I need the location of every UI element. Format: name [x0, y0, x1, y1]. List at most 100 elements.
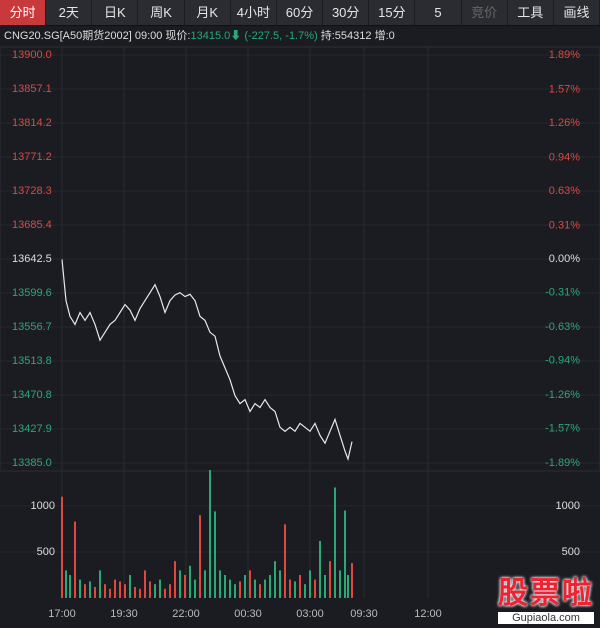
volume-bar [139, 588, 141, 598]
volume-bar [214, 511, 216, 598]
y-tick-label: 500 [37, 546, 55, 558]
y-tick-label: 13685.4 [12, 219, 52, 231]
volume-bar [119, 581, 121, 598]
x-tick-label: 00:30 [234, 608, 262, 620]
y-tick-label: 13385.0 [12, 457, 52, 469]
chart: 13900.0 13857.1 13814.2 13771.2 13728.3 13685… [0, 46, 600, 620]
volume-bar [254, 579, 256, 598]
y-tick-label: 13556.7 [12, 321, 52, 333]
toolbar: 分时 2天 日K 周K 月K 4小时 60分 30分 15分 5 竞价 工具 画线 [0, 0, 600, 26]
volume-bar [199, 515, 201, 598]
tab[interactable]: 30分 [323, 0, 370, 25]
y-tick-label: 13470.8 [12, 389, 52, 401]
volume-bar [314, 579, 316, 598]
volume-bar [249, 570, 251, 598]
volume-bar [259, 584, 261, 598]
y2-tick-label: 1.57% [549, 83, 580, 95]
volume-bar [179, 570, 181, 598]
y-tick-label: 13427.9 [12, 423, 52, 435]
plot-frame [0, 46, 600, 472]
tab[interactable]: 60分 [277, 0, 324, 25]
volume-bar [324, 574, 326, 598]
volume-bar [89, 581, 91, 598]
volume-bar [74, 521, 76, 598]
price: 13415.0 [190, 30, 231, 42]
y2-tick-label: -1.89% [545, 457, 580, 469]
volume-bar [189, 565, 191, 598]
volume-bar [154, 584, 156, 598]
symbol: CNG20.SG[A50期货2002] 09:00 现价: [4, 30, 191, 42]
tab[interactable]: 分时 [0, 0, 47, 25]
y2-tick-label: -1.26% [545, 389, 580, 401]
volume-bar [94, 586, 96, 598]
y-tick-label: 13513.8 [12, 355, 52, 367]
watermark-site: Gupiaola.com [498, 612, 594, 624]
tab[interactable]: 画线 [554, 0, 600, 25]
volume-bar [329, 561, 331, 598]
volume-bar [134, 586, 136, 598]
hold: 持:554312 增:0 [320, 30, 395, 42]
y-tick-label: 13857.1 [12, 83, 52, 95]
volume-bar [264, 579, 266, 598]
volume-bar [344, 510, 346, 598]
volume-bar [347, 574, 349, 598]
volume-bar [284, 524, 286, 598]
volume-bar [274, 561, 276, 598]
volume-bar [229, 579, 231, 598]
tab[interactable]: 4小时 [231, 0, 277, 25]
volume-bar [149, 581, 151, 598]
y2-tick-label: 500 [562, 546, 580, 558]
tab[interactable]: 工具 [508, 0, 554, 25]
y-tick-label: 1000 [31, 500, 55, 512]
watermark-title: 股票啦 [498, 577, 594, 610]
watermark: 股票啦 Gupiaola.com [498, 568, 594, 624]
volume-bar [304, 584, 306, 598]
volume-bar [299, 574, 301, 598]
change: (-227.5, -1.7%) [244, 30, 318, 42]
volume-bar [99, 570, 101, 598]
y-tick-label: 13728.3 [12, 185, 52, 197]
y2-tick-label: 0.00% [549, 253, 580, 265]
tab[interactable]: 周K [138, 0, 185, 25]
tab[interactable]: 15分 [369, 0, 416, 25]
volume-bar [79, 579, 81, 598]
tab[interactable]: 竞价 [462, 0, 508, 25]
volume-bar [124, 584, 126, 598]
volume-bar [144, 570, 146, 598]
volume-bar [109, 588, 111, 598]
volume-bar [174, 561, 176, 598]
volume-bar [194, 579, 196, 598]
volume-bar [309, 570, 311, 598]
volume-bar [65, 570, 67, 598]
info-bar: CNG20.SG[A50期货2002] 09:00 现价:13415.0⬇ (-… [0, 26, 600, 46]
volume-bar [164, 588, 166, 598]
arrow: ⬇ [230, 30, 242, 42]
volume-bar [289, 579, 291, 598]
tab[interactable]: 5 [415, 0, 462, 25]
volume-bar [114, 579, 116, 598]
y2-tick-label: 1000 [556, 500, 580, 512]
price-line [61, 259, 353, 462]
y2-tick-label: -0.94% [545, 354, 580, 366]
volume-bar [219, 570, 221, 598]
tab[interactable]: 2天 [46, 0, 93, 25]
volume-bar [294, 581, 296, 598]
x-tick-label: 22:00 [172, 608, 200, 620]
tab[interactable]: 月K [185, 0, 231, 25]
volume-bar [159, 579, 161, 598]
volume-bar [204, 570, 206, 598]
volume-bar [244, 574, 246, 598]
y2-tick-label: 0.63% [549, 185, 580, 197]
volume-bar [69, 574, 71, 598]
volume-bar [84, 584, 86, 598]
y-tick-label: 13599.6 [12, 287, 52, 299]
x-tick-label: 17:00 [48, 608, 76, 620]
volume-bar [224, 574, 226, 598]
tab[interactable]: 日K [92, 0, 139, 25]
y-tick-label: 13814.2 [12, 117, 52, 129]
y2-tick-label: 1.26% [549, 117, 580, 129]
y2-tick-label: 1.89% [549, 49, 580, 61]
x-tick-label: 09:30 [350, 608, 378, 620]
volume-bar [239, 581, 241, 598]
